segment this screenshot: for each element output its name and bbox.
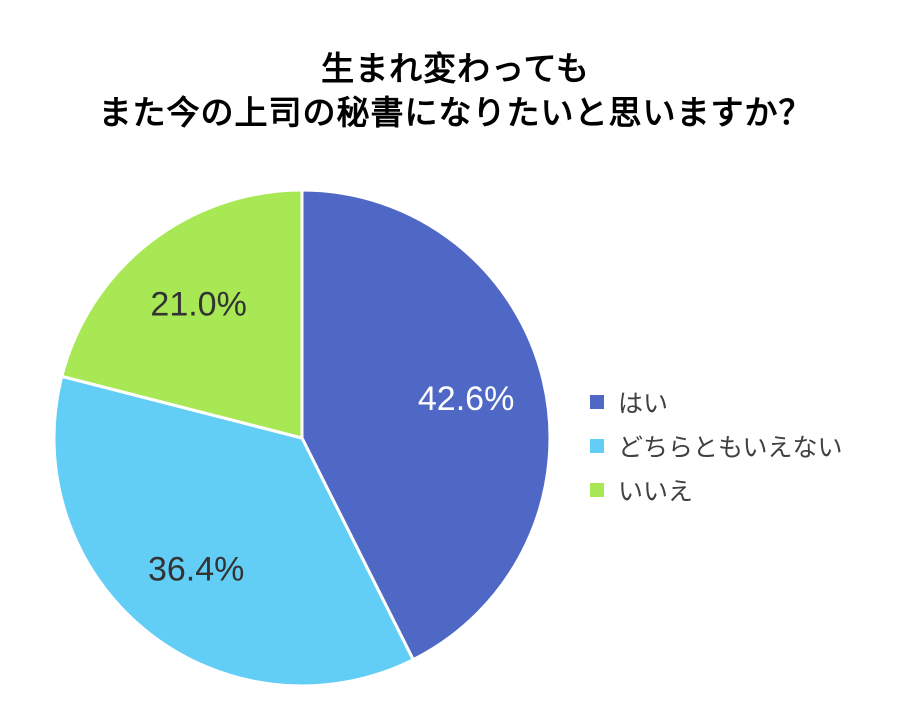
legend-swatch <box>590 439 604 453</box>
slice-yes <box>300 188 552 662</box>
legend-label: はい <box>618 389 669 418</box>
legend-label: どちらともいえない <box>618 433 843 462</box>
slice-no <box>60 188 304 440</box>
legend: はいどちらともいえない いいえ <box>590 380 843 512</box>
slice-label-neutral: 36.4% <box>148 550 244 588</box>
legend-item-neutral: どちらともいえない <box>590 424 843 468</box>
slice-label-no: 21.0% <box>150 286 246 324</box>
legend-swatch <box>590 483 604 497</box>
legend-label: いいえ <box>618 477 694 506</box>
legend-item-yes: はい <box>590 380 843 424</box>
legend-item-no: いいえ <box>590 468 843 512</box>
chart-title-line-1: 生まれ変わっても <box>321 49 590 88</box>
slice-neutral <box>52 374 415 688</box>
chart-title-line-2: また今の上司の秘書になりたいと思いますか？ <box>98 93 813 132</box>
slice-label-yes: 42.6% <box>418 380 514 418</box>
legend-swatch <box>590 395 604 409</box>
